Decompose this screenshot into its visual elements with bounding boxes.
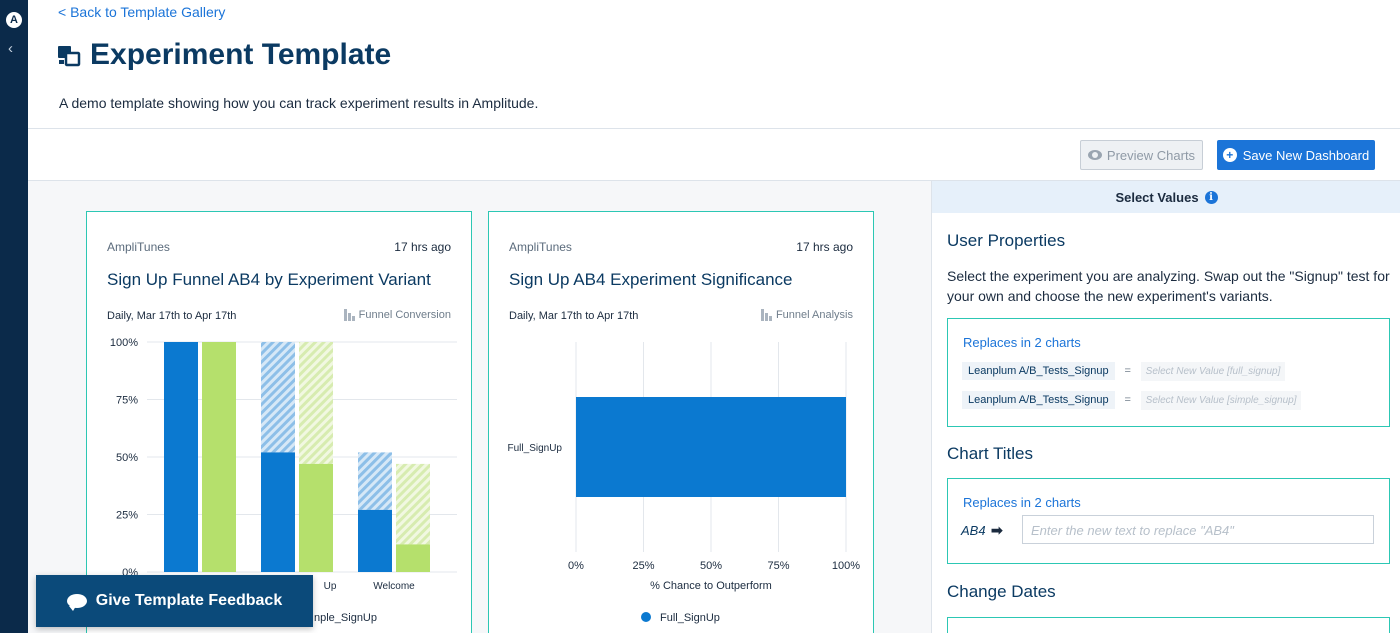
select-values-panel: Select Values i User Properties Select t… (931, 181, 1400, 633)
conversion-bar (202, 342, 236, 572)
dropoff-bar (396, 463, 430, 545)
replaces-count: Replaces in 2 charts (963, 495, 1081, 510)
plus-circle-icon: + (1222, 148, 1237, 162)
page-description: A demo template showing how you can trac… (59, 95, 539, 111)
collapse-nav-icon[interactable]: ‹ (8, 40, 13, 57)
find-text-label: AB4 (961, 523, 986, 538)
card-chart-type-label: Funnel Conversion (358, 309, 451, 321)
x-tick-label: Up (324, 581, 337, 592)
property-value-select[interactable]: Select New Value [full_signup] (1140, 361, 1286, 381)
equals-sign: = (1124, 365, 1131, 377)
card-title[interactable]: Sign Up Funnel AB4 by Experiment Variant (107, 270, 431, 289)
property-key: Leanplum A/B_Tests_Signup (962, 391, 1115, 409)
card-chart-type: Funnel Conversion (343, 309, 451, 321)
user-properties-description: Select the experiment you are analyzing.… (947, 268, 1390, 304)
card-app-name: AmpliTunes (509, 240, 572, 254)
dropoff-bar (358, 452, 392, 510)
funnel-chart-icon (343, 309, 355, 321)
significance-bar (576, 397, 846, 497)
chart-titles-content: AB4 ➡ Enter the new text to replace "AB4… (947, 478, 1390, 564)
conversion-bar (164, 342, 198, 572)
property-value-select[interactable]: Select New Value [simple_signup] (1140, 390, 1302, 410)
chart-card-significance[interactable]: AmpliTunes 17 hrs ago Sign Up AB4 Experi… (488, 211, 874, 633)
card-chart-type: Funnel Analysis (760, 309, 853, 321)
card-timestamp: 17 hrs ago (796, 240, 853, 254)
card-timestamp: 17 hrs ago (394, 240, 451, 254)
save-new-dashboard-button[interactable]: + Save New Dashboard (1217, 140, 1375, 170)
x-tick-label: 75% (767, 560, 789, 572)
card-date-range: Daily, Mar 17th to Apr 17th (509, 310, 639, 322)
conversion-bar (261, 452, 295, 572)
card-app-name: AmpliTunes (107, 240, 170, 254)
x-axis-label: % Chance to Outperform (650, 580, 772, 592)
user-properties-box: Replaces in 2 charts Leanplum A/B_Tests_… (947, 318, 1390, 427)
legend-label[interactable]: Full_SignUp (660, 612, 720, 624)
y-tick-label: 75% (116, 395, 138, 407)
x-tick-label: Welcome (373, 581, 415, 592)
page-title: Experiment Template (90, 38, 392, 71)
replace-text-input[interactable]: Enter the new text to replace "AB4" (1022, 515, 1374, 544)
x-tick-label: 50% (700, 560, 722, 572)
card-chart-type-label: Funnel Analysis (775, 309, 853, 321)
back-to-gallery-link[interactable]: < Back to Template Gallery (58, 4, 226, 20)
give-feedback-label: Give Template Feedback (95, 592, 283, 609)
change-dates-title: Change Dates (947, 582, 1056, 601)
funnel-chart: 100%75%50%25%0%Up Welcome nple_SignUp (110, 337, 457, 624)
header-divider (28, 128, 1400, 129)
property-row: Leanplum A/B_Tests_Signup = Select New V… (962, 390, 1302, 410)
chart-titles-title: Chart Titles (947, 444, 1033, 463)
toolbar-divider (28, 180, 1400, 181)
conversion-bar (396, 544, 430, 572)
give-feedback-button[interactable]: Give Template Feedback (36, 575, 313, 627)
y-tick-label: 50% (116, 452, 138, 464)
card-date-range: Daily, Mar 17th to Apr 17th (107, 310, 237, 322)
chart-card-funnel[interactable]: AmpliTunes 17 hrs ago Sign Up Funnel AB4… (86, 211, 472, 633)
chart-titles-box: Replaces in 2 charts (947, 478, 1390, 564)
dropoff-bar (299, 342, 333, 464)
replaces-count: Replaces in 2 charts (963, 335, 1081, 350)
preview-charts-button[interactable]: Preview Charts (1080, 140, 1203, 170)
y-tick-label: 100% (110, 337, 138, 349)
info-icon[interactable]: i (1204, 190, 1218, 204)
panel-header-label: Select Values (1115, 189, 1199, 205)
y-tick-label: 25% (116, 510, 138, 522)
conversion-bar (358, 509, 392, 572)
dropoff-bar (261, 342, 295, 453)
arrow-right-icon: ➡ (991, 522, 1003, 538)
save-new-dashboard-label: Save New Dashboard (1242, 147, 1370, 163)
property-key: Leanplum A/B_Tests_Signup (962, 362, 1115, 380)
left-nav-rail: A ‹ (0, 0, 28, 633)
legend-swatch (641, 612, 651, 622)
x-tick-label: 100% (832, 560, 860, 572)
chat-bubble-icon (66, 594, 87, 611)
legend-label-partial: nple_SignUp (314, 612, 377, 624)
panel-header: Select Values i (932, 181, 1400, 213)
y-category-label: Full_SignUp (508, 443, 563, 454)
x-tick-label: 25% (632, 560, 654, 572)
preview-charts-label: Preview Charts (1106, 147, 1196, 163)
x-tick-label: 0% (568, 560, 584, 572)
user-properties-title: User Properties (947, 231, 1066, 250)
template-icon (58, 46, 81, 67)
card-title[interactable]: Sign Up AB4 Experiment Significance (509, 270, 793, 289)
conversion-bar (299, 463, 333, 572)
eye-icon (1087, 150, 1102, 160)
amplitude-logo-icon[interactable]: A (6, 12, 22, 28)
property-row: Leanplum A/B_Tests_Signup = Select New V… (962, 361, 1286, 381)
equals-sign: = (1124, 394, 1131, 406)
change-dates-box (947, 617, 1390, 633)
significance-chart: 0% 25% 50% 75% 100% Full_SignUp % Chance to O… (508, 342, 860, 624)
funnel-analysis-icon (760, 309, 772, 321)
